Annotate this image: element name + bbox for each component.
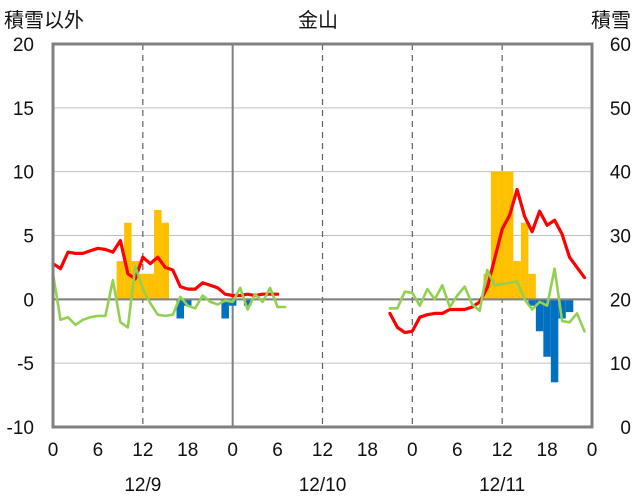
snowfall-bar xyxy=(184,299,192,306)
x-tick-label: 0 xyxy=(227,440,238,461)
right-tick-label: 20 xyxy=(610,290,631,311)
precip-bar xyxy=(116,261,125,300)
right-tick-label: 0 xyxy=(620,418,631,439)
right-tick-label: 50 xyxy=(610,99,631,120)
right-tick-label: 60 xyxy=(610,35,631,56)
left-tick-label: 20 xyxy=(13,35,34,56)
precip-bar xyxy=(490,171,499,300)
left-tick-label: 10 xyxy=(13,163,34,184)
x-tick-label: 12 xyxy=(492,440,513,461)
precip-bar xyxy=(161,222,170,300)
date-label: 12/10 xyxy=(299,475,347,496)
right-tick-label: 10 xyxy=(610,354,631,375)
right-tick-label: 30 xyxy=(610,227,631,248)
humidity-line xyxy=(51,264,287,329)
snowfall-bar xyxy=(558,299,566,319)
x-tick-label: 0 xyxy=(407,440,418,461)
plot-layer xyxy=(51,42,594,429)
snowfall-bar xyxy=(528,299,536,306)
chart-title: 金山 xyxy=(298,9,338,32)
snowfall-bar xyxy=(176,299,185,319)
left-axis-label: 積雪以外 xyxy=(4,9,84,32)
x-tick-label: 0 xyxy=(587,440,598,461)
precip-bar xyxy=(154,209,162,300)
precip-bar xyxy=(520,222,529,300)
left-tick-label: -5 xyxy=(17,354,34,375)
x-tick-label: 18 xyxy=(357,440,378,461)
date-label: 12/9 xyxy=(124,475,161,496)
snowfall-bar xyxy=(535,299,544,332)
precip-bar xyxy=(528,273,536,300)
temperature-line xyxy=(51,239,280,298)
left-tick-label: 0 xyxy=(23,290,34,311)
left-tick-label: 15 xyxy=(13,99,34,120)
precip-bar xyxy=(513,261,521,300)
x-tick-label: 18 xyxy=(177,440,198,461)
x-tick-label: 12 xyxy=(312,440,333,461)
right-tick-label: 40 xyxy=(610,163,631,184)
x-tick-label: 6 xyxy=(272,440,283,461)
x-tick-label: 18 xyxy=(537,440,558,461)
snowfall-bar xyxy=(565,299,574,313)
snowfall-bar xyxy=(550,299,559,383)
right-axis-label: 積雪 xyxy=(591,9,631,32)
precip-bar xyxy=(124,222,132,300)
x-tick-label: 0 xyxy=(48,440,59,461)
left-tick-label: -10 xyxy=(7,418,34,439)
precip-bar xyxy=(146,273,155,300)
x-tick-label: 6 xyxy=(452,440,463,461)
snowfall-bar xyxy=(543,299,551,357)
x-tick-label: 6 xyxy=(93,440,104,461)
temperature-line xyxy=(388,187,587,335)
left-tick-label: 5 xyxy=(23,227,34,248)
snowfall-bar xyxy=(221,299,229,319)
date-label: 12/11 xyxy=(479,475,525,496)
humidity-line xyxy=(388,267,586,333)
x-tick-label: 12 xyxy=(132,440,153,461)
precip-bar xyxy=(505,171,514,300)
snowfall-bar xyxy=(243,299,252,306)
plot-frame xyxy=(51,42,594,429)
